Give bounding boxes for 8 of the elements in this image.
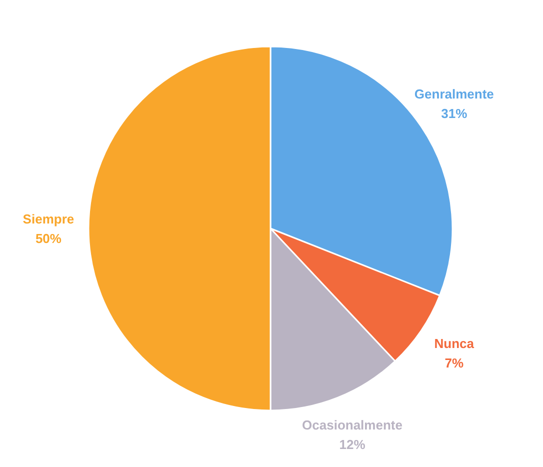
slice-label: Genralmente (414, 86, 494, 102)
data-label: 12% (339, 437, 366, 452)
data-label: 50% (35, 230, 62, 246)
slice-label: Nunca (434, 336, 475, 352)
slice-label: Ocasionalmente (302, 418, 402, 433)
data-label: 7% (444, 356, 464, 371)
data-label: 31% (441, 106, 468, 121)
slice-label: Siempre (22, 211, 74, 226)
